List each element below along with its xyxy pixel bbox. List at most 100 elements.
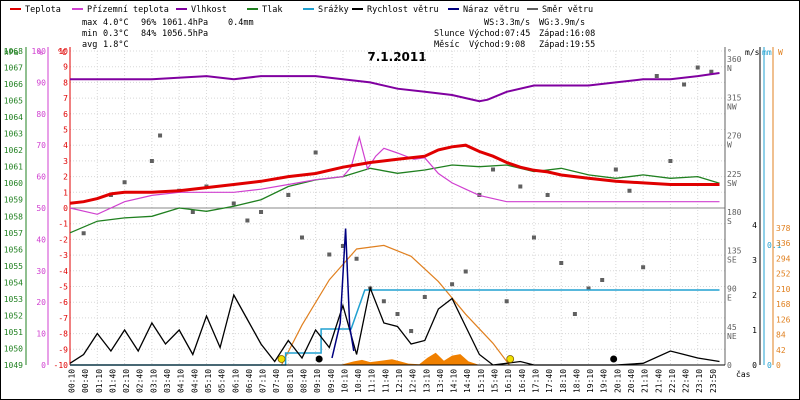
degc-tick: -6 xyxy=(58,298,68,307)
time-tick: 06:10 xyxy=(231,369,240,393)
hpa-tick: 1054 xyxy=(4,278,23,287)
w-axis-label: W xyxy=(778,48,783,57)
tlak-line xyxy=(69,164,720,234)
smer-point xyxy=(518,184,523,189)
hpa-tick: 1063 xyxy=(4,130,23,139)
hpa-tick: 1052 xyxy=(4,311,23,320)
smer-point xyxy=(190,210,195,214)
time-tick: 02:40 xyxy=(136,369,145,393)
degc-tick: 10 xyxy=(58,47,68,56)
ms-tick: 3 xyxy=(752,256,757,265)
smer-point xyxy=(409,329,414,333)
stat-max-temp: 4.0°C xyxy=(103,18,129,28)
sun-rise-marker xyxy=(277,355,286,363)
w-tick: 336 xyxy=(776,239,791,248)
smer-point xyxy=(149,159,154,163)
time-tick: 15:10 xyxy=(477,369,486,393)
time-tick: 16:10 xyxy=(504,369,513,393)
degc-tick: 8 xyxy=(63,78,68,87)
time-tick: 04:10 xyxy=(177,369,186,393)
degc-tick: -3 xyxy=(58,251,68,260)
legend-label: Srážky xyxy=(318,5,349,15)
degc-tick: -10 xyxy=(54,361,69,370)
smer-point xyxy=(286,193,291,197)
time-tick: 03:40 xyxy=(163,369,172,393)
time-tick: 19:10 xyxy=(586,369,595,393)
degc-tick: 3 xyxy=(63,157,68,166)
hpa-tick: 1068 xyxy=(4,47,23,56)
smer-point xyxy=(450,282,455,287)
smer-point xyxy=(613,167,618,172)
degc-tick: 9 xyxy=(63,63,68,72)
time-tick: 05:10 xyxy=(204,369,213,393)
hpa-axis-label: hPa xyxy=(4,48,19,57)
vlhkost-line xyxy=(70,72,720,103)
dir-compass: SW xyxy=(727,179,737,188)
smer-point xyxy=(545,193,550,197)
dir-tick: 0 xyxy=(727,361,732,370)
smer-point xyxy=(81,231,86,236)
legend-label: Tlak xyxy=(262,5,282,15)
time-tick: 15:40 xyxy=(491,369,500,393)
hpa-tick: 1058 xyxy=(4,212,23,221)
hpa-tick: 1055 xyxy=(4,262,23,271)
pct-tick: 100 xyxy=(32,47,47,56)
smer-point xyxy=(654,74,659,78)
time-tick: 23:50 xyxy=(709,369,718,393)
time-tick: 08:40 xyxy=(299,369,308,393)
w-tick: 42 xyxy=(776,346,786,355)
hpa-tick: 1050 xyxy=(4,344,23,353)
stat-min-label: min xyxy=(82,29,97,39)
pct-axis-label: % xyxy=(38,48,43,57)
degc-tick: -5 xyxy=(58,283,68,292)
time-tick: 13:10 xyxy=(422,369,431,393)
smer-point xyxy=(668,159,673,163)
stat-min-temp: 0.3°C xyxy=(103,29,129,39)
time-axis-label: čas xyxy=(736,369,751,379)
smer-point xyxy=(299,235,304,240)
time-tick: 10:10 xyxy=(340,369,349,393)
degc-tick: -8 xyxy=(58,330,68,339)
hpa-tick: 1053 xyxy=(4,295,23,304)
time-tick: 09:40 xyxy=(327,369,336,393)
rychlost-line xyxy=(69,285,720,366)
smer-point xyxy=(695,65,700,70)
time-tick: 12:10 xyxy=(395,369,404,393)
legend-label: Přízemní teplota xyxy=(87,5,169,15)
hpa-tick: 1051 xyxy=(4,328,23,337)
time-tick: 06:40 xyxy=(245,369,254,393)
time-tick: 22:40 xyxy=(682,369,691,393)
time-tick: 18:40 xyxy=(572,369,581,393)
time-tick: 16:40 xyxy=(518,369,527,393)
smer-point xyxy=(463,269,468,274)
hpa-tick: 1060 xyxy=(4,179,23,188)
pct-tick: 50 xyxy=(36,204,46,213)
smer-point xyxy=(586,286,591,291)
info-mesic-set: Západ:19:55 xyxy=(539,40,595,50)
smer-point xyxy=(572,312,577,316)
naraz-line xyxy=(331,228,355,359)
w-tick: 84 xyxy=(776,331,786,340)
pct-tick: 0 xyxy=(41,361,46,370)
mm-tick: 0.1 xyxy=(767,241,782,250)
time-tick: 10:40 xyxy=(354,369,363,393)
hpa-tick: 1066 xyxy=(4,80,23,89)
w-tick: 294 xyxy=(776,254,791,263)
ms-axis-label: m/s xyxy=(745,48,760,57)
hpa-tick: 1067 xyxy=(4,64,23,73)
dir-compass: NW xyxy=(727,102,737,111)
degc-tick: 6 xyxy=(63,110,68,119)
time-tick: 11:10 xyxy=(368,369,377,393)
smer-point xyxy=(422,295,427,299)
dir-tick: 270 xyxy=(727,132,742,141)
mm-tick: 0 xyxy=(767,361,772,370)
hpa-tick: 1057 xyxy=(4,229,23,238)
dir-tick: 45 xyxy=(727,323,737,332)
degc-tick: -7 xyxy=(58,314,68,323)
dir-compass: S xyxy=(727,217,732,226)
time-tick: 17:10 xyxy=(531,369,540,393)
dir-compass: NE xyxy=(727,332,737,341)
time-tick: 11:40 xyxy=(381,369,390,393)
smer-point xyxy=(627,188,632,193)
